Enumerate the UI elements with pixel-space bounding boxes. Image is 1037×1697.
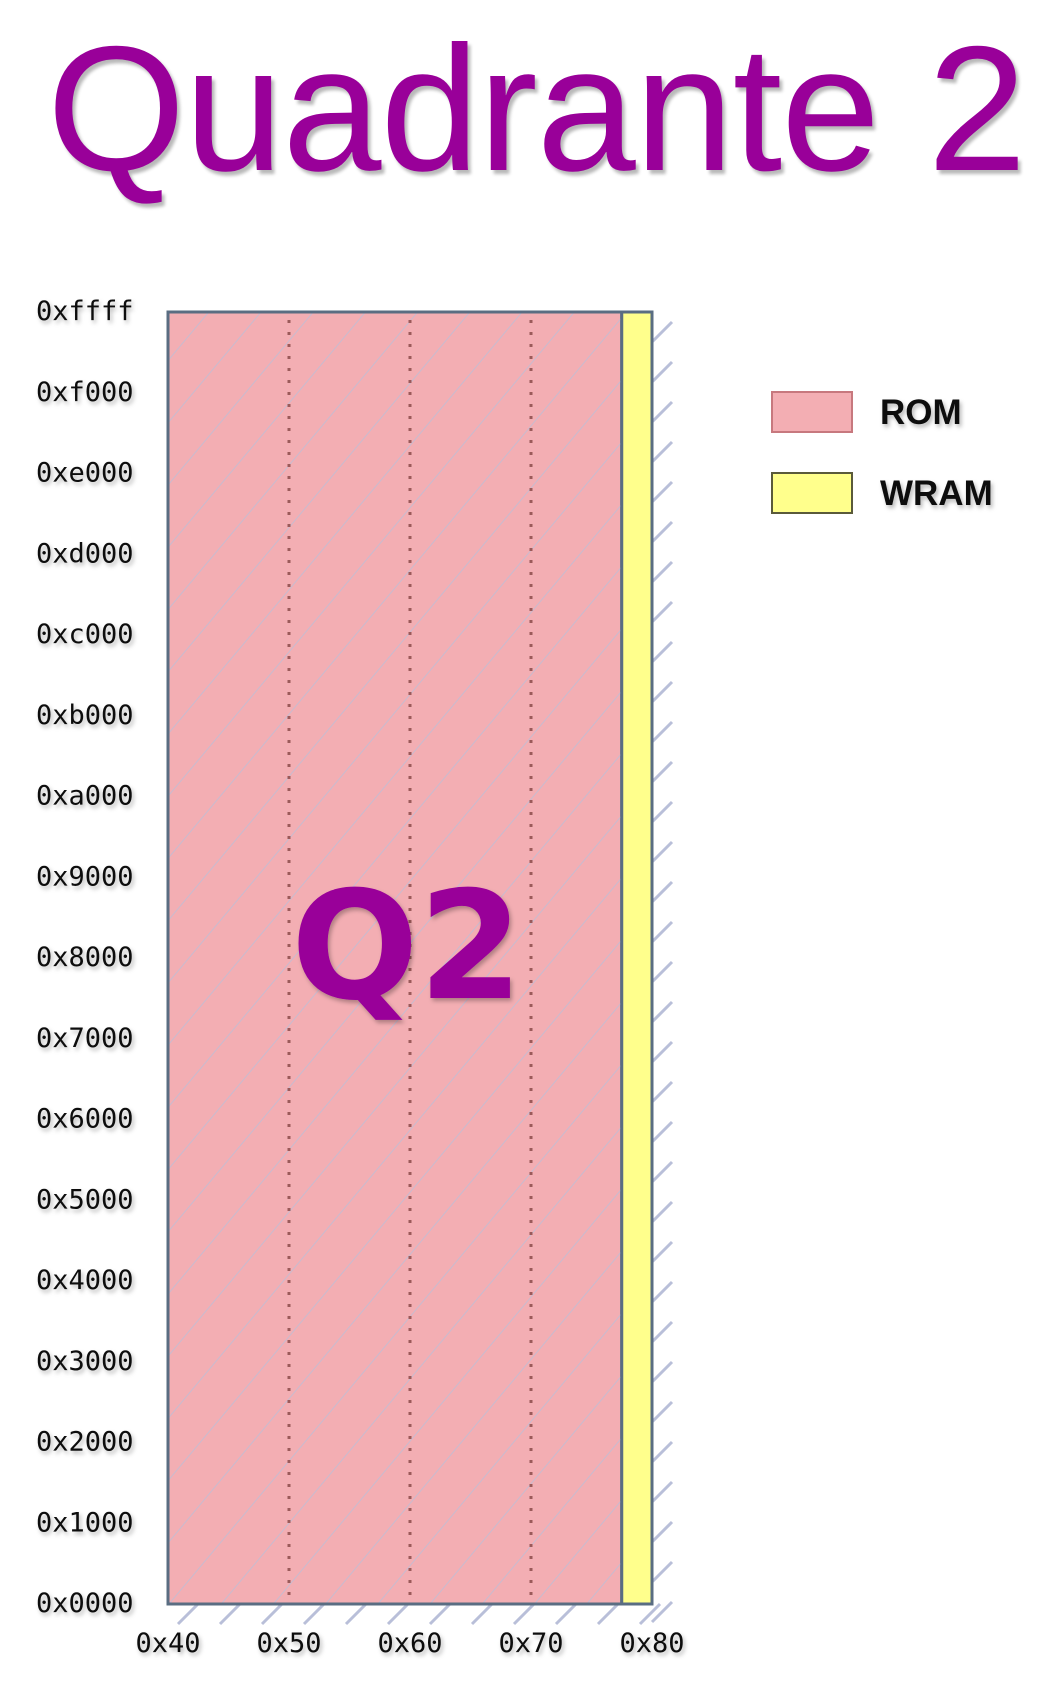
edge-hatch-tick [650, 1480, 674, 1504]
y-tick-label: 0xc000 [36, 619, 134, 650]
x-tick-label: 0x40 [135, 1628, 200, 1659]
edge-hatch-tick [596, 1602, 620, 1626]
x-tick-label: 0x50 [256, 1628, 321, 1659]
edge-hatch-tick [650, 1560, 674, 1584]
edge-hatch-tick [650, 560, 674, 584]
edge-hatch-tick [650, 1440, 674, 1464]
edge-hatch-tick [650, 320, 674, 344]
map-frame [166, 310, 654, 1606]
x-tick-label: 0x60 [377, 1628, 442, 1659]
edge-hatch-tick [512, 1602, 536, 1626]
edge-hatch-tick [650, 1240, 674, 1264]
edge-hatch-tick [554, 1602, 578, 1626]
y-tick-label: 0x6000 [36, 1104, 134, 1135]
page-title: Quadrante 2 [47, 9, 1027, 208]
edge-hatch-tick [650, 800, 674, 824]
region-wram [620, 310, 654, 1606]
y-tick-label: 0x8000 [36, 942, 134, 973]
edge-hatch-tick [638, 1602, 662, 1626]
region-label-q2: Q2 [291, 860, 523, 1034]
edge-hatch-tick [176, 1602, 200, 1626]
y-tick-label: 0x1000 [36, 1507, 134, 1538]
edge-hatch-tick [650, 1080, 674, 1104]
edge-hatch-tick [650, 640, 674, 664]
edge-hatch-tick [650, 1120, 674, 1144]
edge-hatch-tick [650, 400, 674, 424]
y-tick-label: 0x2000 [36, 1427, 134, 1458]
x-tick-label: 0x80 [619, 1628, 684, 1659]
edge-hatch-tick [302, 1602, 326, 1626]
edge-hatch-tick [344, 1602, 368, 1626]
edge-hatch-tick [650, 960, 674, 984]
edge-hatch-tick [650, 1400, 674, 1424]
edge-hatch-tick [218, 1602, 242, 1626]
legend-label-rom: ROM [880, 393, 962, 432]
y-tick-label: 0xf000 [36, 377, 134, 408]
y-tick-label: 0x7000 [36, 1023, 134, 1054]
edge-hatch-tick [650, 1520, 674, 1544]
legend-swatch-wram [771, 472, 853, 514]
edge-hatch-tick [650, 1000, 674, 1024]
y-tick-label: 0xb000 [36, 700, 134, 731]
edge-hatch-tick [386, 1602, 410, 1626]
y-tick-label: 0x5000 [36, 1184, 134, 1215]
edge-hatch-tick [650, 720, 674, 744]
x-tick-label: 0x70 [498, 1628, 563, 1659]
edge-hatch-tick [650, 680, 674, 704]
edge-hatch-tick [428, 1602, 452, 1626]
y-tick-label: 0x9000 [36, 861, 134, 892]
y-tick-label: 0xd000 [36, 538, 134, 569]
edge-hatch-tick [650, 1200, 674, 1224]
y-tick-label: 0xe000 [36, 458, 134, 489]
edge-hatch-tick [470, 1602, 494, 1626]
edge-hatch-tick [650, 440, 674, 464]
edge-hatch-tick [650, 840, 674, 864]
edge-hatch-tick [650, 1360, 674, 1384]
edge-hatch-tick [650, 1280, 674, 1304]
edge-hatch-tick [650, 520, 674, 544]
edge-hatch-tick [650, 360, 674, 384]
edge-hatch-tick [650, 1600, 674, 1624]
edge-hatch-tick [650, 760, 674, 784]
edge-hatch-tick [650, 480, 674, 504]
y-tick-label: 0x0000 [36, 1588, 134, 1619]
edge-hatch-tick [260, 1602, 284, 1626]
legend-swatch-rom [771, 391, 853, 433]
edge-hatch-tick [650, 1160, 674, 1184]
y-tick-label: 0xffff [36, 296, 134, 327]
edge-hatch-tick [650, 600, 674, 624]
edge-hatch-tick [650, 1320, 674, 1344]
rom-hatch-pattern [168, 312, 622, 1604]
y-tick-label: 0x4000 [36, 1265, 134, 1296]
y-tick-label: 0x3000 [36, 1346, 134, 1377]
edge-hatch-tick [650, 1040, 674, 1064]
edge-hatch-tick [650, 920, 674, 944]
y-tick-label: 0xa000 [36, 781, 134, 812]
edge-hatch-tick [650, 880, 674, 904]
legend-label-wram: WRAM [880, 474, 993, 513]
